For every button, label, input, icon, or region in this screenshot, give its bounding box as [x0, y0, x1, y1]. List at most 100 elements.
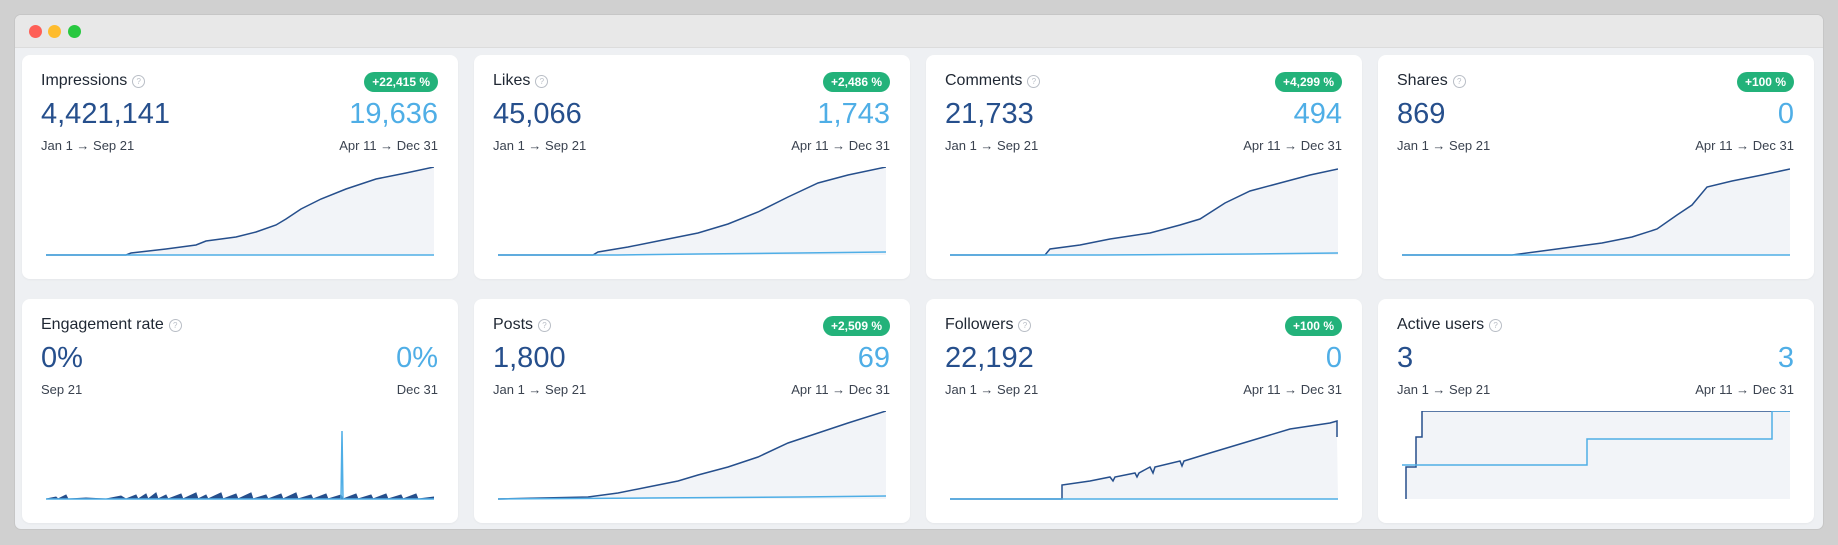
current-value: 869 [1397, 98, 1446, 130]
comparison-line [950, 252, 1338, 256]
current-line [1402, 168, 1790, 256]
comparison-period: Apr 11 → Dec 31 [1695, 138, 1794, 153]
metric-card-posts[interactable]: Posts ? +2,509 % 1,800 69 Jan 1 → Sep 21… [474, 299, 910, 523]
metric-card-impressions[interactable]: Impressions ? +22,415 % 4,421,141 19,636… [22, 55, 458, 279]
help-icon[interactable]: ? [538, 318, 552, 332]
card-title-label: Posts [493, 316, 534, 333]
metric-card-active-users[interactable]: Active users ? 3 3 Jan 1 → Sep 21 Apr 11… [1378, 299, 1814, 523]
card-title: Active users ? [1397, 316, 1503, 334]
sparkline-chart [46, 167, 434, 257]
card-title: Shares ? [1397, 72, 1466, 90]
change-badge: +100 % [1736, 72, 1794, 92]
comparison-period: Apr 11 → Dec 31 [1243, 138, 1342, 153]
change-badge: +2,486 % [822, 72, 890, 92]
sparkline-chart [1402, 167, 1790, 257]
card-title: Posts ? [493, 316, 552, 334]
comparison-value: 69 [857, 342, 890, 374]
current-value: 4,421,141 [41, 98, 171, 130]
comparison-line [46, 430, 434, 500]
sparkline-chart [46, 411, 434, 501]
sparkline-chart [950, 167, 1338, 257]
current-period: Jan 1 → Sep 21 [945, 382, 1039, 397]
current-area [498, 411, 886, 499]
comparison-value: 1,743 [817, 98, 890, 130]
close-button[interactable] [29, 25, 42, 38]
current-area [1402, 411, 1790, 499]
metric-card-followers[interactable]: Followers ? +100 % 22,192 0 Jan 1 → Sep … [926, 299, 1362, 523]
sparkline-chart [498, 167, 886, 257]
comparison-period: Dec 31 [396, 382, 438, 397]
comparison-line [498, 495, 886, 500]
comparison-value: 0% [396, 342, 438, 374]
comparison-period: Apr 11 → Dec 31 [791, 382, 890, 397]
current-area [950, 421, 1338, 499]
metric-card-likes[interactable]: Likes ? +2,486 % 45,066 1,743 Jan 1 → Se… [474, 55, 910, 279]
current-period: Jan 1 → Sep 21 [1397, 138, 1491, 153]
help-icon[interactable]: ? [1018, 318, 1032, 332]
window-titlebar [15, 15, 1823, 48]
current-area [1402, 169, 1790, 255]
card-title-label: Followers [945, 316, 1014, 333]
card-title: Likes ? [493, 72, 549, 90]
help-icon[interactable]: ? [1027, 74, 1041, 88]
comparison-value: 0 [1325, 342, 1342, 374]
current-line [498, 167, 886, 256]
current-value: 1,800 [493, 342, 566, 374]
sparkline-chart [950, 411, 1338, 501]
current-period: Jan 1 → Sep 21 [493, 138, 587, 153]
change-badge: +22,415 % [364, 72, 438, 92]
card-title: Followers ? [945, 316, 1032, 334]
current-area [46, 167, 434, 255]
comparison-value: 494 [1293, 98, 1342, 130]
card-title-label: Shares [1397, 72, 1448, 89]
current-period: Jan 1 → Sep 21 [945, 138, 1039, 153]
metric-card-comments[interactable]: Comments ? +4,299 % 21,733 494 Jan 1 → S… [926, 55, 1362, 279]
current-area [950, 169, 1338, 255]
metrics-grid: Impressions ? +22,415 % 4,421,141 19,636… [22, 55, 1814, 523]
current-value: 22,192 [945, 342, 1034, 374]
metric-card-shares[interactable]: Shares ? +100 % 869 0 Jan 1 → Sep 21 Apr… [1378, 55, 1814, 279]
zoom-button[interactable] [68, 25, 81, 38]
minimize-button[interactable] [48, 25, 61, 38]
sparkline-chart [498, 411, 886, 501]
current-period: Jan 1 → Sep 21 [41, 138, 135, 153]
current-period: Jan 1 → Sep 21 [1397, 382, 1491, 397]
sparkline-chart [1402, 411, 1790, 501]
current-line [950, 420, 1338, 500]
comparison-period: Apr 11 → Dec 31 [1243, 382, 1342, 397]
current-value: 3 [1397, 342, 1414, 374]
help-icon[interactable]: ? [1489, 318, 1503, 332]
card-title: Impressions ? [41, 72, 146, 90]
comparison-period: Apr 11 → Dec 31 [339, 138, 438, 153]
comparison-value: 0 [1777, 98, 1794, 130]
current-period: Sep 21 [41, 382, 83, 397]
comparison-period: Apr 11 → Dec 31 [791, 138, 890, 153]
help-icon[interactable]: ? [168, 318, 182, 332]
card-title-label: Comments [945, 72, 1023, 89]
card-title: Engagement rate ? [41, 316, 182, 334]
current-value: 45,066 [493, 98, 582, 130]
change-badge: +100 % [1284, 316, 1342, 336]
current-line [46, 167, 434, 256]
change-badge: +2,509 % [822, 316, 890, 336]
current-value: 21,733 [945, 98, 1034, 130]
app-window: Impressions ? +22,415 % 4,421,141 19,636… [15, 15, 1823, 529]
card-title-label: Likes [493, 72, 531, 89]
comparison-value: 3 [1777, 342, 1794, 374]
comparison-period: Apr 11 → Dec 31 [1695, 382, 1794, 397]
card-title-label: Active users [1397, 316, 1485, 333]
comparison-value: 19,636 [349, 98, 438, 130]
metric-card-engagement-rate[interactable]: Engagement rate ? 0% 0% Sep 21 Dec 31 [22, 299, 458, 523]
current-line [1405, 411, 1790, 499]
help-icon[interactable]: ? [132, 74, 146, 88]
change-badge: +4,299 % [1274, 72, 1342, 92]
current-area [46, 492, 434, 500]
current-period: Jan 1 → Sep 21 [493, 382, 587, 397]
comparison-line [1402, 411, 1790, 466]
card-title-label: Impressions [41, 72, 128, 89]
current-area [498, 167, 886, 255]
comparison-line [498, 251, 886, 256]
help-icon[interactable]: ? [1452, 74, 1466, 88]
card-title-label: Engagement rate [41, 316, 164, 333]
help-icon[interactable]: ? [535, 74, 549, 88]
